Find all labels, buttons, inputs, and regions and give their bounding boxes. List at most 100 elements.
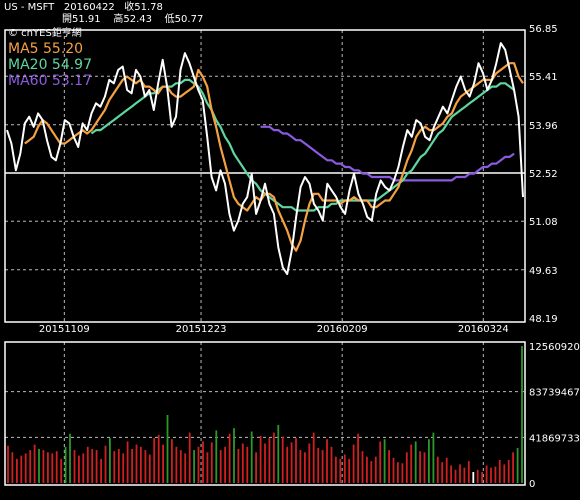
volume-bar (343, 454, 346, 483)
volume-bar (481, 472, 483, 483)
volume-bar (237, 449, 240, 483)
volume-bar (459, 464, 461, 483)
volume-bar (339, 458, 342, 483)
volume-panel-frame (4, 341, 526, 486)
volume-bar (419, 451, 421, 483)
volume-bar (16, 458, 18, 483)
volume-bar (374, 456, 377, 483)
volume-bar (312, 432, 315, 483)
series-line-ma60 (260, 125, 515, 182)
volume-bar (55, 451, 58, 483)
chart-header-ohl: 開51.91 高52.43 低50.77 (62, 14, 204, 25)
volume-bar (11, 452, 14, 483)
price-x-tick-label: 20160324 (458, 324, 509, 335)
volume-bar (206, 452, 209, 483)
volume-y-tick-label: 125609200 (529, 342, 580, 353)
volume-bar (73, 450, 76, 483)
price-y-tick-label: 53.96 (529, 121, 558, 132)
volume-bar (379, 441, 382, 483)
volume-bar (317, 447, 320, 483)
volume-bar (86, 446, 89, 483)
price-x-axis: 20151109 20151223 20160209 20160324 (39, 324, 509, 335)
volume-bar (29, 450, 32, 483)
volume-bar (383, 439, 386, 483)
volume-bar (410, 444, 413, 483)
volume-y-axis: 125609200 83739467 41869733 0 (529, 342, 580, 490)
volume-bar (135, 444, 138, 483)
volume-bar (38, 449, 40, 483)
volume-bar (95, 450, 98, 483)
volume-bar (357, 433, 359, 483)
volume-bar (503, 464, 506, 483)
volume-bar (122, 453, 125, 483)
volume-bar (450, 465, 452, 483)
series-line-ma5 (24, 62, 524, 252)
volume-y-tick-label: 0 (529, 479, 535, 490)
volume-bar (472, 472, 475, 483)
chart-header-quote: US - MSFT 20160422 收51.78 (4, 2, 163, 13)
volume-bar (277, 424, 280, 483)
volume-bar (241, 443, 244, 483)
volume-bar (490, 467, 492, 483)
volume-bar (131, 449, 133, 483)
volume-bars (7, 346, 523, 483)
series-line-price (6, 42, 524, 276)
volume-bar (463, 467, 466, 483)
volume-bar (476, 469, 479, 483)
volume-bar (281, 437, 284, 483)
volume-bar (388, 450, 390, 483)
volume-bar (308, 443, 311, 483)
volume-bar (117, 449, 120, 483)
volume-bar (171, 439, 173, 483)
volume-bar (175, 446, 178, 483)
brand-watermark: © cnYES鉅亨網 (8, 28, 82, 39)
volume-bar (157, 434, 160, 483)
volume-bar (250, 431, 253, 483)
volume-bar (144, 450, 147, 483)
volume-bar (494, 466, 497, 483)
volume-bar (436, 456, 439, 483)
volume-bar (299, 450, 302, 483)
volume-bar (361, 451, 364, 483)
price-x-tick-label: 20160209 (317, 324, 368, 335)
volume-bar (51, 453, 54, 483)
volume-bar (100, 458, 102, 483)
volume-bar (69, 433, 71, 483)
price-lines (6, 42, 524, 276)
volume-bar (210, 442, 213, 483)
volume-bar (109, 438, 111, 483)
volume-bar (91, 449, 94, 483)
volume-y-tick-label: 83739467 (529, 388, 580, 399)
volume-bar (507, 460, 510, 483)
volume-bar (512, 452, 514, 483)
price-y-tick-label: 51.08 (529, 217, 558, 228)
volume-bar (188, 432, 191, 483)
volume-bar (7, 445, 9, 483)
volume-bar (414, 441, 417, 483)
volume-bar (202, 441, 204, 483)
volume-bar (148, 454, 151, 483)
volume-bar (264, 443, 266, 483)
volume-bar (224, 446, 226, 483)
volume-bar (60, 458, 63, 483)
price-x-tick-label: 20151109 (39, 324, 90, 335)
volume-bar (392, 457, 395, 483)
price-x-tick-label: 20151223 (176, 324, 227, 335)
volume-bar (113, 451, 116, 483)
volume-bar (78, 455, 80, 483)
volume-bar (166, 415, 169, 483)
price-y-tick-label: 56.85 (529, 24, 558, 35)
volume-bar (184, 453, 187, 483)
volume-bar (153, 438, 156, 483)
volume-bar (259, 435, 262, 483)
volume-bar (330, 446, 333, 483)
volume-bar (20, 455, 23, 483)
price-y-tick-label: 52.52 (529, 169, 558, 180)
volume-bar (162, 444, 164, 483)
volume-bar (140, 446, 142, 483)
price-y-tick-label: 49.63 (529, 266, 558, 277)
volume-bar (197, 446, 200, 483)
volume-bar (432, 432, 435, 483)
volume-bar (104, 445, 107, 483)
